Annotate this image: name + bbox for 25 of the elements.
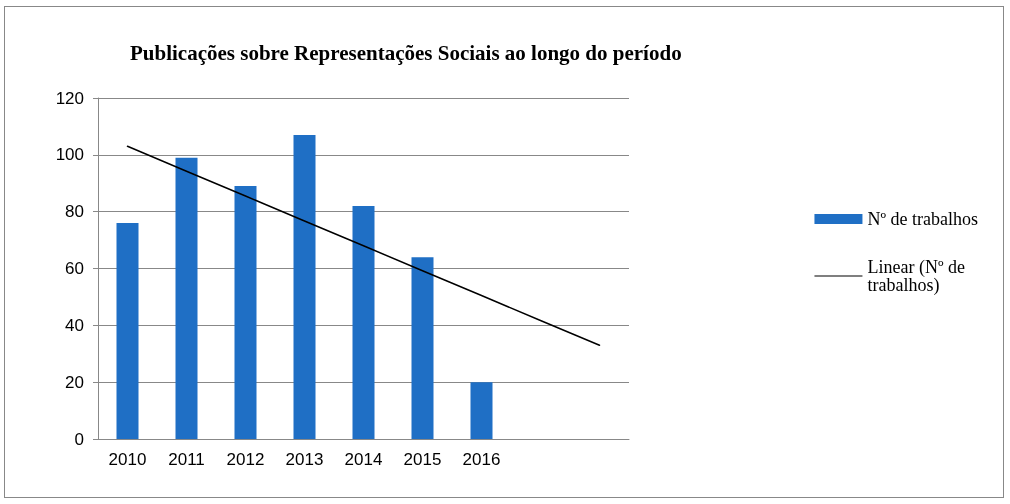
x-tick-label: 2010 — [108, 450, 147, 469]
chart-title: Publicações sobre Representações Sociais ao longo do período — [130, 40, 682, 65]
bar — [175, 157, 198, 439]
line-series — [126, 145, 601, 346]
y-tick-label: 0 — [74, 429, 84, 449]
x-tick-label: 2011 — [168, 450, 205, 469]
bar — [293, 134, 316, 439]
x-tick-label: 2012 — [226, 450, 265, 469]
y-tick-label: 120 — [55, 88, 84, 108]
x-tick-label: 2015 — [403, 450, 442, 469]
y-tick-label: 100 — [55, 145, 84, 165]
legend-label: Nº de trabalhos — [867, 209, 979, 229]
legend-label: Linear (Nº de trabalhos) — [867, 257, 970, 296]
x-tick-label: 2016 — [462, 450, 501, 469]
bar — [411, 257, 434, 439]
y-tick-label: 80 — [65, 202, 84, 222]
bar — [234, 186, 257, 439]
y-tick-label: 60 — [65, 259, 84, 278]
y-tick-label: 40 — [65, 315, 84, 335]
bar — [116, 223, 139, 439]
bar — [352, 205, 375, 439]
bar — [470, 382, 493, 439]
y-tick-label: 20 — [65, 372, 84, 392]
x-tick-label: 2014 — [344, 450, 383, 469]
x-tick-label: 2013 — [285, 450, 324, 469]
